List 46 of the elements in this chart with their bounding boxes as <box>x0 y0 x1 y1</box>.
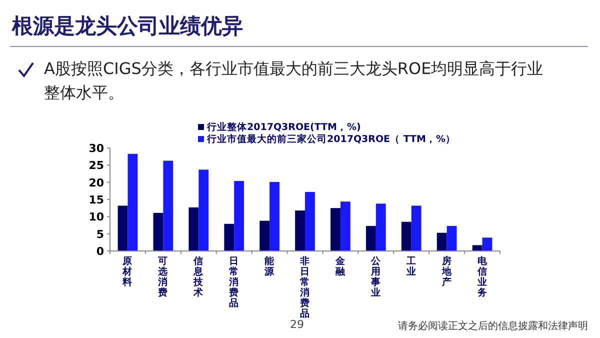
y-tick-label: 30 <box>88 142 104 155</box>
x-tick-label: 可选消费 <box>157 256 168 298</box>
legend-label: 行业整体2017Q3ROE(TTM，%) <box>206 121 361 133</box>
chart-title: 根源是龙头公司业绩优异 <box>12 13 243 40</box>
y-tick-label: 5 <box>96 228 104 241</box>
bar <box>401 222 412 251</box>
bar <box>234 180 244 251</box>
x-tick-label: 非日常消费品 <box>299 255 310 320</box>
bar <box>128 154 138 251</box>
bar <box>198 170 209 251</box>
bar <box>436 232 447 251</box>
bar <box>330 208 340 251</box>
y-tick-label: 10 <box>88 210 104 224</box>
y-tick-label: 20 <box>88 176 104 190</box>
x-tick-label: 工业 <box>405 256 416 278</box>
text: 29 <box>290 318 304 331</box>
bar <box>482 238 492 251</box>
x-tick-label: 原材料 <box>122 256 133 288</box>
bar <box>305 192 315 251</box>
bar <box>340 202 350 251</box>
x-tick-label: 公用事业 <box>370 255 382 298</box>
chart-subtitle: A股按照CIGS分类，各行业市值最大的前三大龙头ROE均明显高于行业整体水平。 <box>44 58 544 104</box>
bar <box>260 220 270 251</box>
bar <box>472 245 482 251</box>
bar <box>118 206 128 251</box>
x-tick-label: 金融 <box>334 255 346 278</box>
bar <box>153 212 164 251</box>
legend-label: 行业市值最大的前三家公司2017Q3ROE（ TTM，%） <box>206 133 456 145</box>
y-tick-label: 0 <box>96 245 104 258</box>
bar <box>188 207 199 251</box>
text: 请务必阅读正文之后的信息披露和法律声明 <box>398 320 588 333</box>
x-tick-label: 房地产 <box>440 255 453 288</box>
y-tick-label: 15 <box>88 194 104 206</box>
y-tick-label: 25 <box>88 159 104 172</box>
bar <box>163 160 174 251</box>
bar <box>224 224 234 251</box>
x-tick-label: 日常消费品 <box>228 256 240 309</box>
bar <box>411 206 422 251</box>
bar <box>446 226 457 251</box>
bar <box>376 204 386 251</box>
x-tick-label: 电信业务 <box>476 255 488 298</box>
bar <box>270 182 280 251</box>
bar <box>295 210 305 251</box>
x-tick-label: 能源 <box>264 255 276 278</box>
bar <box>366 226 376 251</box>
x-tick-label: 信息技术 <box>192 255 205 298</box>
